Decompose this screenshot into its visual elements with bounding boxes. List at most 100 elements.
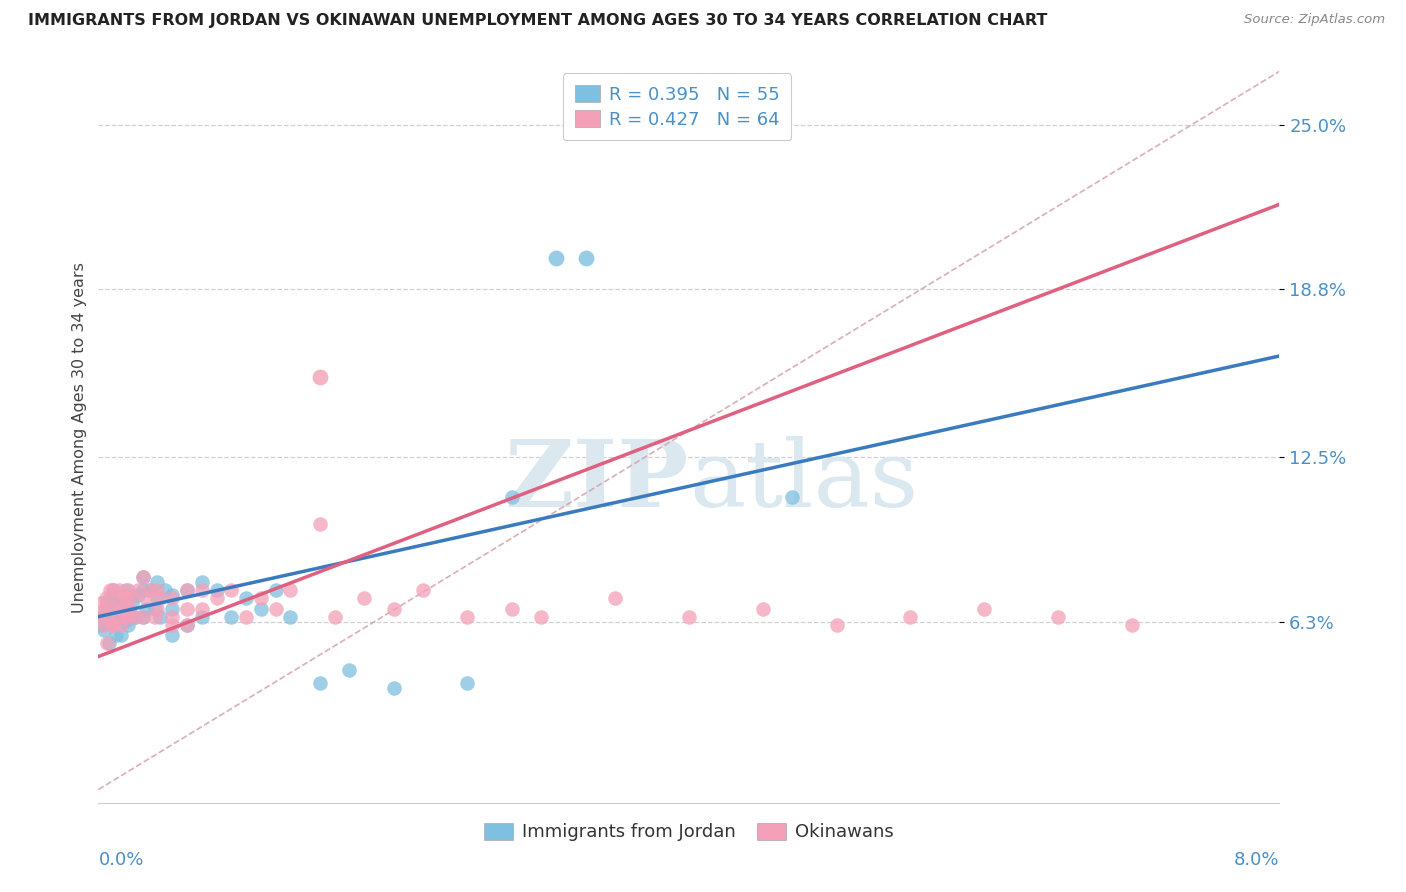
Text: 0.0%: 0.0%: [98, 851, 143, 869]
Point: [97, 636, 120, 650]
Point: [91, 609, 114, 624]
Text: ZIP: ZIP: [505, 436, 689, 526]
Point: [114, 609, 136, 624]
Point: [94, 591, 117, 605]
Point: [103, 601, 125, 615]
Point: [103, 601, 125, 615]
Point: [149, 591, 172, 605]
Point: [91, 617, 114, 632]
Point: [139, 582, 162, 597]
Point: [121, 596, 143, 610]
Point: [191, 601, 214, 615]
Point: [112, 615, 135, 629]
Point: [90, 596, 112, 610]
Text: Source: ZipAtlas.com: Source: ZipAtlas.com: [1244, 13, 1385, 27]
Point: [162, 588, 183, 602]
Point: [176, 582, 198, 597]
Point: [205, 582, 228, 597]
Text: IMMIGRANTS FROM JORDAN VS OKINAWAN UNEMPLOYMENT AMONG AGES 30 TO 34 YEARS CORREL: IMMIGRANTS FROM JORDAN VS OKINAWAN UNEMP…: [28, 13, 1047, 29]
Point: [132, 582, 155, 597]
Point: [103, 617, 125, 632]
Point: [250, 601, 273, 615]
Point: [115, 591, 138, 605]
Point: [235, 591, 257, 605]
Point: [162, 617, 183, 632]
Point: [457, 676, 479, 690]
Point: [115, 582, 138, 597]
Point: [105, 596, 128, 610]
Point: [135, 591, 157, 605]
Point: [107, 609, 129, 624]
Point: [111, 601, 134, 615]
Point: [191, 582, 214, 597]
Point: [108, 596, 131, 610]
Point: [162, 628, 183, 642]
Point: [205, 591, 228, 605]
Point: [546, 251, 568, 265]
Point: [98, 582, 121, 597]
Point: [132, 609, 155, 624]
Point: [176, 582, 198, 597]
Point: [973, 601, 995, 615]
Point: [382, 681, 405, 696]
Point: [191, 575, 214, 590]
Point: [264, 601, 287, 615]
Point: [90, 617, 112, 632]
Point: [117, 601, 139, 615]
Point: [98, 609, 121, 624]
Point: [191, 609, 214, 624]
Point: [221, 582, 243, 597]
Point: [900, 609, 922, 624]
Point: [120, 591, 142, 605]
Point: [176, 601, 198, 615]
Point: [1046, 609, 1070, 624]
Point: [114, 596, 136, 610]
Point: [530, 609, 553, 624]
Point: [264, 582, 287, 597]
Point: [132, 570, 155, 584]
Point: [127, 588, 149, 602]
Point: [105, 628, 128, 642]
Point: [124, 609, 146, 624]
Point: [412, 582, 434, 597]
Point: [107, 609, 129, 624]
Point: [457, 609, 479, 624]
Point: [353, 591, 375, 605]
Point: [117, 601, 139, 615]
Point: [112, 588, 135, 602]
Point: [323, 609, 346, 624]
Point: [139, 582, 162, 597]
Point: [97, 609, 120, 624]
Point: [309, 516, 332, 531]
Point: [108, 582, 131, 597]
Point: [135, 601, 157, 615]
Point: [1121, 617, 1143, 632]
Point: [132, 570, 155, 584]
Point: [117, 582, 139, 597]
Point: [309, 370, 332, 384]
Point: [117, 617, 139, 632]
Point: [124, 609, 146, 624]
Point: [149, 609, 172, 624]
Point: [143, 609, 166, 624]
Point: [117, 609, 139, 624]
Point: [235, 609, 257, 624]
Point: [501, 601, 523, 615]
Point: [162, 609, 183, 624]
Y-axis label: Unemployment Among Ages 30 to 34 years: Unemployment Among Ages 30 to 34 years: [72, 261, 87, 613]
Point: [162, 591, 183, 605]
Point: [94, 601, 117, 615]
Point: [96, 593, 118, 607]
Point: [678, 609, 700, 624]
Point: [250, 591, 273, 605]
Point: [103, 615, 125, 629]
Point: [110, 617, 132, 632]
Point: [146, 582, 169, 597]
Point: [339, 663, 361, 677]
Point: [825, 617, 848, 632]
Point: [96, 636, 118, 650]
Point: [752, 601, 775, 615]
Point: [280, 609, 302, 624]
Point: [100, 596, 122, 610]
Text: 8.0%: 8.0%: [1234, 851, 1279, 869]
